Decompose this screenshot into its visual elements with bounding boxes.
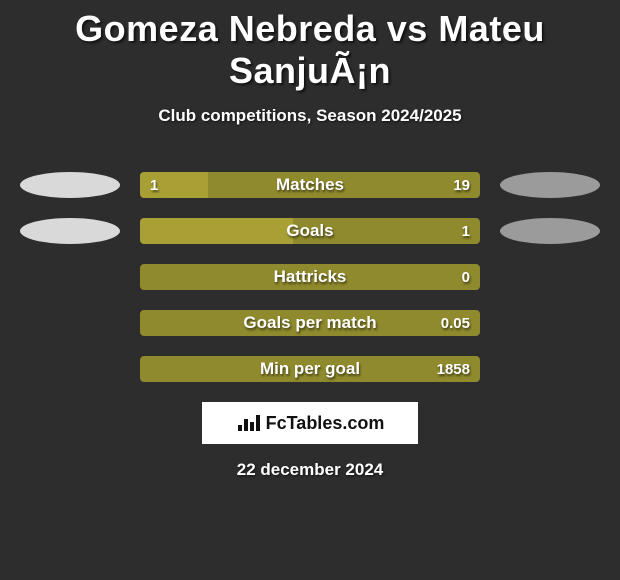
stat-label: Min per goal: [140, 356, 480, 382]
stat-row: Goals 1: [0, 218, 620, 244]
stat-label: Goals: [140, 218, 480, 244]
logo-text: FcTables.com: [266, 413, 385, 434]
player1-marker: [20, 172, 120, 198]
stat-label: Hattricks: [140, 264, 480, 290]
subtitle: Club competitions, Season 2024/2025: [0, 106, 620, 126]
stat-right-value: 0.05: [441, 310, 470, 336]
stat-row: Hattricks 0: [0, 264, 620, 290]
stat-right-value: 1: [462, 218, 470, 244]
stat-label: Goals per match: [140, 310, 480, 336]
stat-bar: Min per goal 1858: [140, 356, 480, 382]
bar-chart-icon: [236, 413, 260, 433]
stat-right-value: 19: [453, 172, 470, 198]
stat-row: Min per goal 1858: [0, 356, 620, 382]
date-label: 22 december 2024: [0, 460, 620, 480]
logo-box[interactable]: FcTables.com: [202, 402, 418, 444]
stat-bar: 1 Matches 19: [140, 172, 480, 198]
page-title: Gomeza Nebreda vs Mateu SanjuÃ¡n: [0, 0, 620, 92]
stat-bar: Hattricks 0: [140, 264, 480, 290]
stat-label: Matches: [140, 172, 480, 198]
stat-right-value: 1858: [437, 356, 470, 382]
player2-marker: [500, 218, 600, 244]
stat-bar: Goals 1: [140, 218, 480, 244]
player2-marker: [500, 172, 600, 198]
player1-marker: [20, 218, 120, 244]
stat-row: Goals per match 0.05: [0, 310, 620, 336]
stats-container: 1 Matches 19 Goals 1 Hattricks 0: [0, 172, 620, 382]
stat-row: 1 Matches 19: [0, 172, 620, 198]
stat-bar: Goals per match 0.05: [140, 310, 480, 336]
stat-right-value: 0: [462, 264, 470, 290]
